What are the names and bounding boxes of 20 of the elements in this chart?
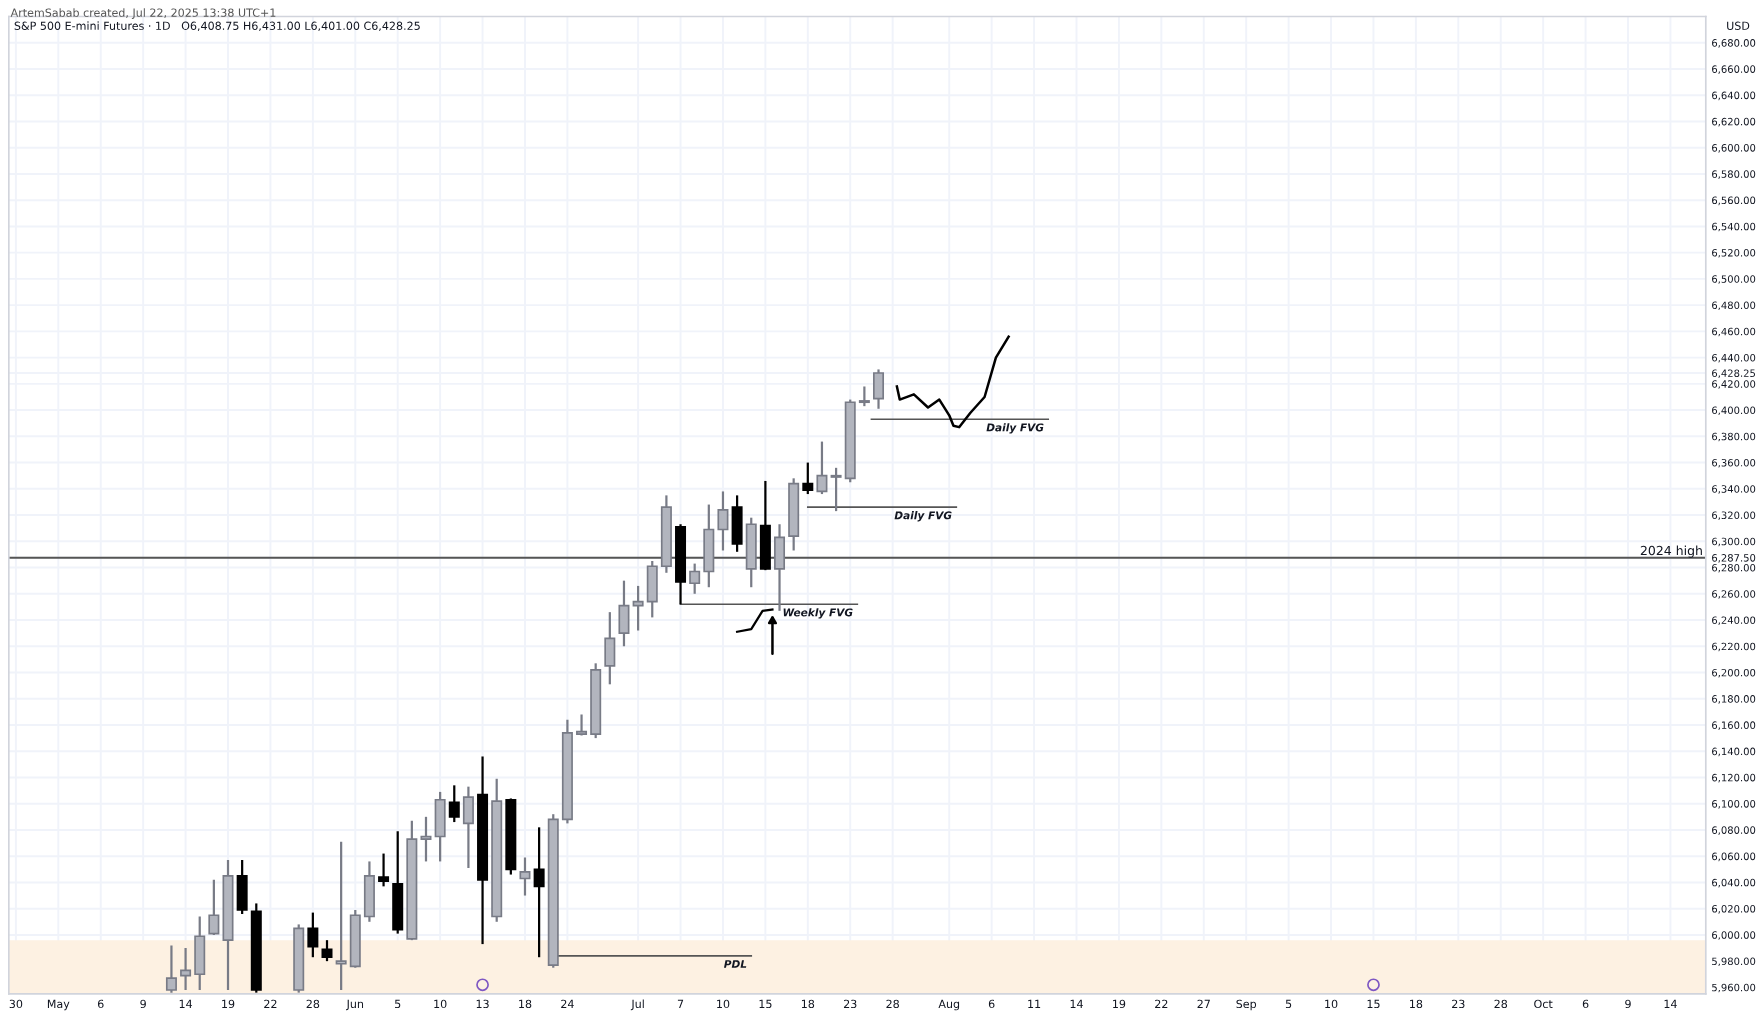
candlestick: [448, 784, 460, 824]
candlestick: [321, 939, 333, 963]
candlestick: [731, 494, 743, 553]
candlestick: [208, 878, 220, 937]
candlestick: [802, 461, 814, 496]
candlestick: [816, 440, 828, 496]
candlestick: [392, 830, 404, 935]
candlestick: [519, 856, 531, 897]
candlestick: [462, 785, 474, 870]
candlestick: [759, 479, 771, 572]
candlestick: [378, 852, 390, 888]
candlestick: [873, 368, 885, 410]
candlestick: [307, 911, 319, 959]
candlestick: [745, 516, 757, 589]
candlestick: [604, 611, 616, 686]
candlestick: [533, 826, 545, 959]
candlestick: [434, 790, 446, 863]
candlestick: [165, 944, 177, 994]
candlestick: [618, 579, 630, 648]
candlestick: [774, 523, 786, 612]
